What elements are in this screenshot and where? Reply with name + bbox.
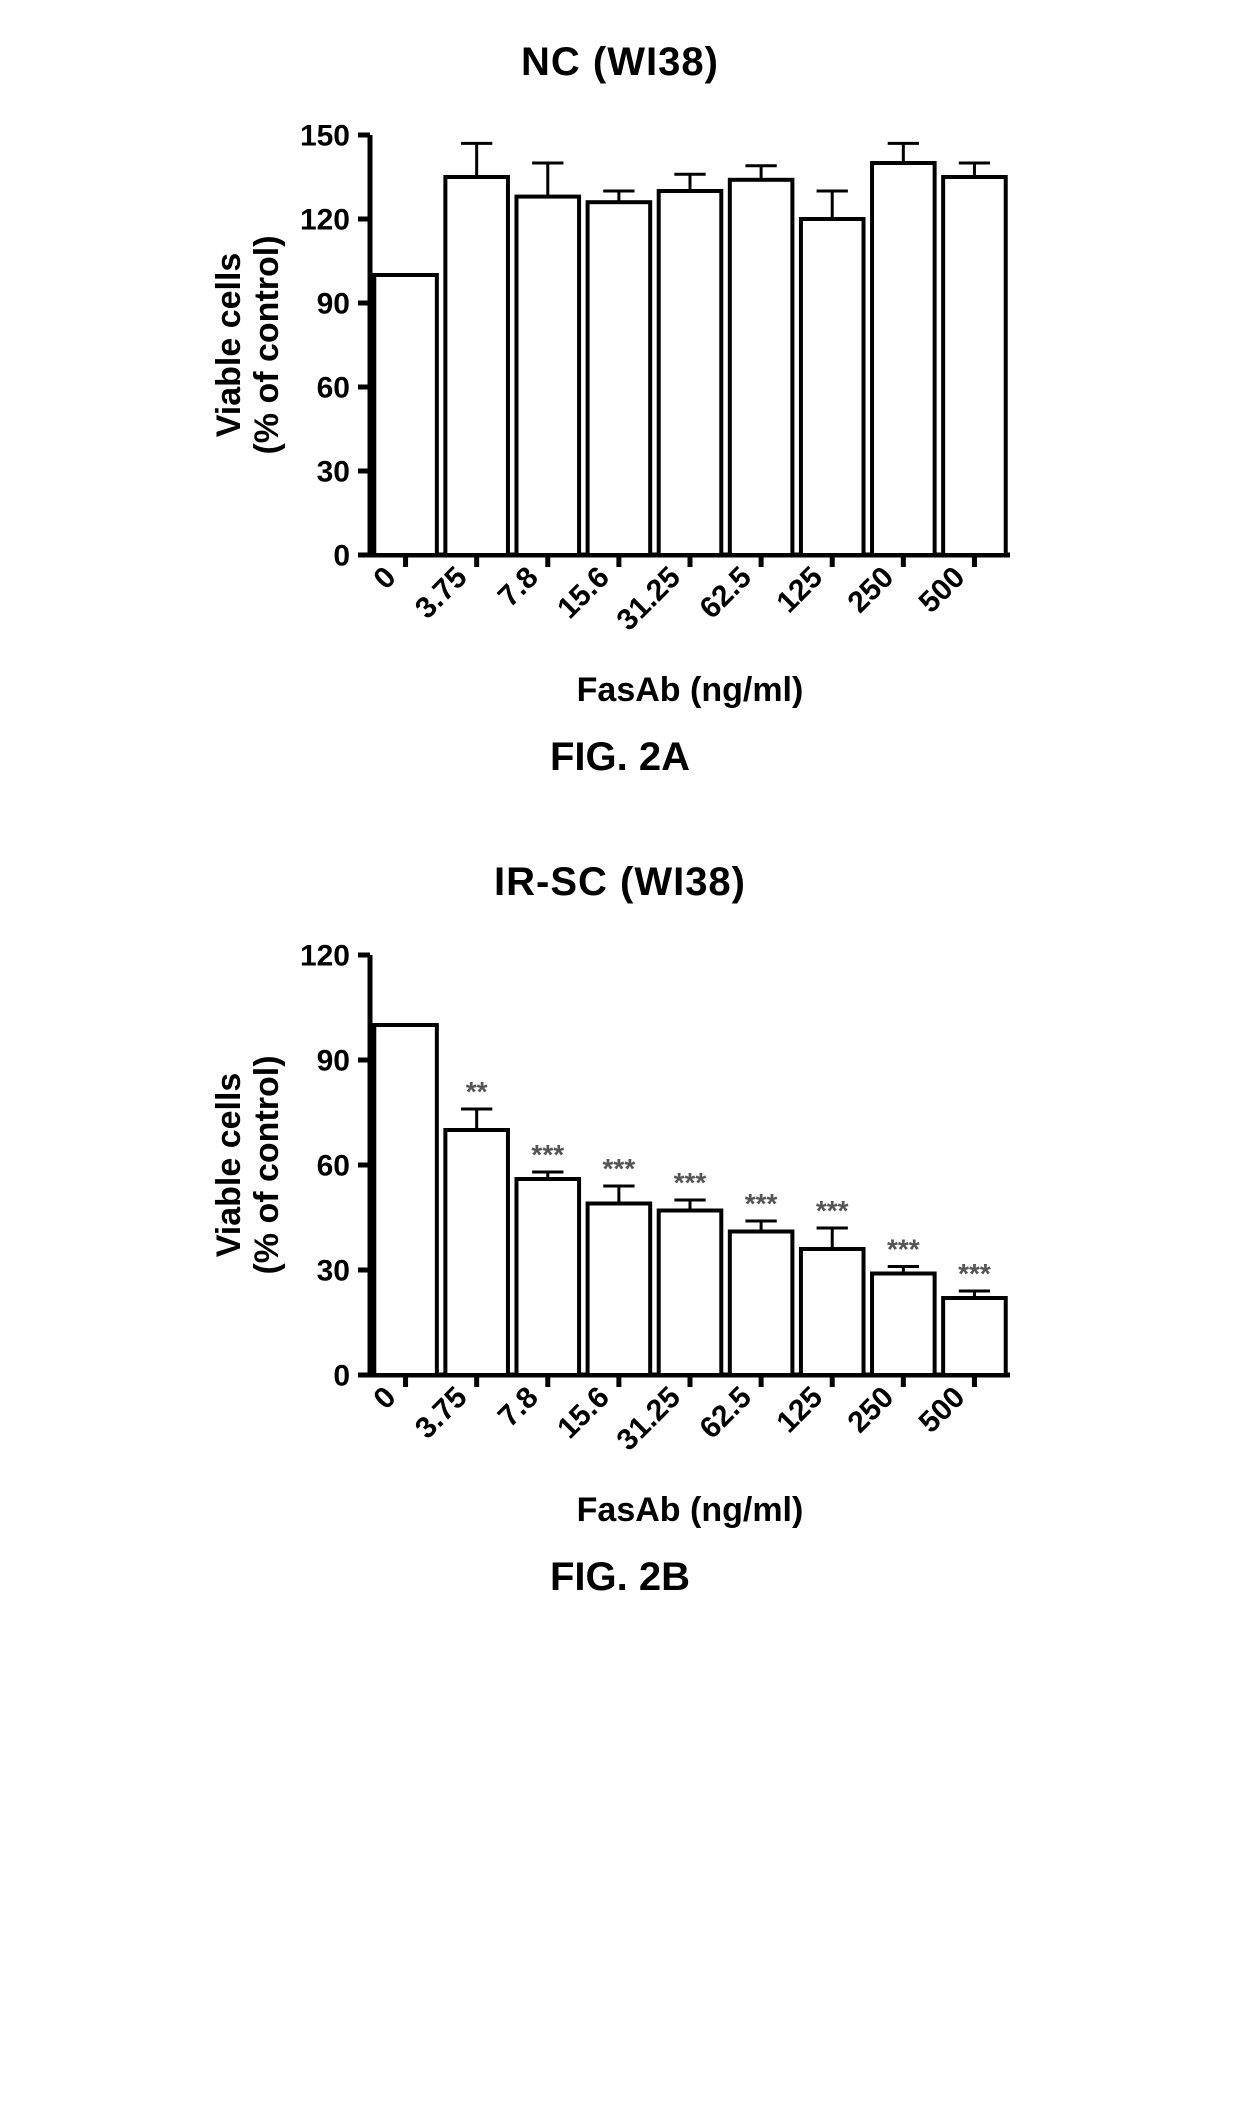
chart-b-significance: *** [958,1258,991,1289]
chart-a-ytick-label: 90 [317,288,350,321]
chart-b-xlabel: FasAb (ng/ml) [577,1491,804,1529]
chart-a-bar [588,202,651,555]
chart-b-significance: *** [816,1195,849,1226]
chart-a-xtick-label: 125 [770,561,829,620]
chart-b-ytick-label: 0 [333,1360,350,1393]
chart-a-caption: FIG. 2A [200,735,1040,780]
chart-b-ytick-label: 60 [317,1150,350,1183]
chart-b-svg: 0 30 60 90 120 Viable cells(% of control) 0 ** 3… [200,915,1040,1545]
chart-b-xtick-label: 7.8 [492,1381,545,1434]
chart-b-significance: *** [887,1234,920,1265]
chart-b-xtick-label: 500 [913,1381,972,1440]
chart-b-xtick-label: 62.5 [693,1381,758,1446]
chart-a-ytick-label: 0 [333,540,350,573]
chart-a-xtick-label: 500 [913,561,972,620]
chart-a-xtick-label: 3.75 [409,561,474,626]
chart-a-bar [730,180,793,555]
chart-a-bar [516,197,579,555]
chart-b-significance: *** [531,1139,564,1170]
chart-a-ytick-label: 60 [317,372,350,405]
chart-b-bar [872,1274,935,1376]
chart-a-xtick-label: 250 [842,561,901,620]
chart-b-xtick-label: 0 [367,1381,402,1416]
page: NC (WI38) 0306090120150Viable cells(% of… [0,0,1240,1720]
chart-a-xtick-label: 62.5 [693,561,758,626]
chart-b-bar [588,1204,651,1376]
chart-b-xtick-label: 125 [770,1381,829,1440]
chart-a-ylabel-line2: (% of control) [248,235,286,454]
chart-a-svg: 0 30 60 90 120 150 Viable cells(% of control) 0… [200,95,1040,725]
chart-b-bar [445,1130,508,1375]
chart-b-xtick-label: 250 [842,1381,901,1440]
chart-a-svg-container: 0 30 60 90 120 150 Viable cells(% of control) 0… [200,95,1040,725]
chart-a-xtick-label: 31.25 [611,561,687,637]
chart-a-bar [659,191,722,555]
chart-a-bar [801,219,864,555]
chart-b-xtick-label: 15.6 [551,1381,616,1446]
chart-b-xtick-label: 3.75 [409,1381,474,1446]
chart-b-svg-container: 0 30 60 90 120 Viable cells(% of control) 0 ** 3… [200,915,1040,1545]
chart-a-title: NC (WI38) [200,40,1040,85]
chart-a-bar [872,163,935,555]
chart-b-bar [374,1025,437,1375]
chart-b-bar [516,1179,579,1375]
chart-b-bar [659,1211,722,1376]
chart-a-ytick-label: 150 [300,120,350,153]
chart-a-xtick-label: 7.8 [492,561,545,614]
chart-b-bar [943,1298,1006,1375]
chart-a-xlabel: FasAb (ng/ml) [577,671,804,709]
chart-b-bar [801,1249,864,1375]
chart-b-ylabel-line1: Viable cells [210,1073,248,1258]
chart-a-bar [374,275,437,555]
chart-b-title: IR-SC (WI38) [200,860,1040,905]
chart-b-ytick-label: 120 [300,940,350,973]
chart-b-significance: *** [603,1153,636,1184]
chart-a-ylabel-line1: Viable cells [210,253,248,438]
chart-b-ytick-label: 30 [317,1255,350,1288]
chart-b-caption: FIG. 2B [200,1555,1040,1600]
chart-a-xtick-label: 0 [367,561,402,596]
chart-a-block: NC (WI38) 0 30 60 90 120 150 Viable cells(% of… [200,40,1040,840]
chart-b-xtick-label: 31.25 [611,1381,687,1457]
chart-b-ylabel-line2: (% of control) [248,1055,286,1274]
chart-b-block: IR-SC (WI38) 0 30 60 90 120 Viable cells(% of… [200,860,1040,1660]
chart-b-significance: *** [674,1167,707,1198]
chart-a-bar [943,177,1006,555]
chart-a-ytick-label: 120 [300,204,350,237]
chart-a-xtick-label: 15.6 [551,561,616,626]
chart-b-ytick-label: 90 [317,1045,350,1078]
chart-b-bar [730,1232,793,1376]
chart-b-significance: *** [745,1188,778,1219]
chart-a-bar [445,177,508,555]
chart-a-ytick-label: 30 [317,456,350,489]
chart-b-significance: ** [466,1076,488,1107]
